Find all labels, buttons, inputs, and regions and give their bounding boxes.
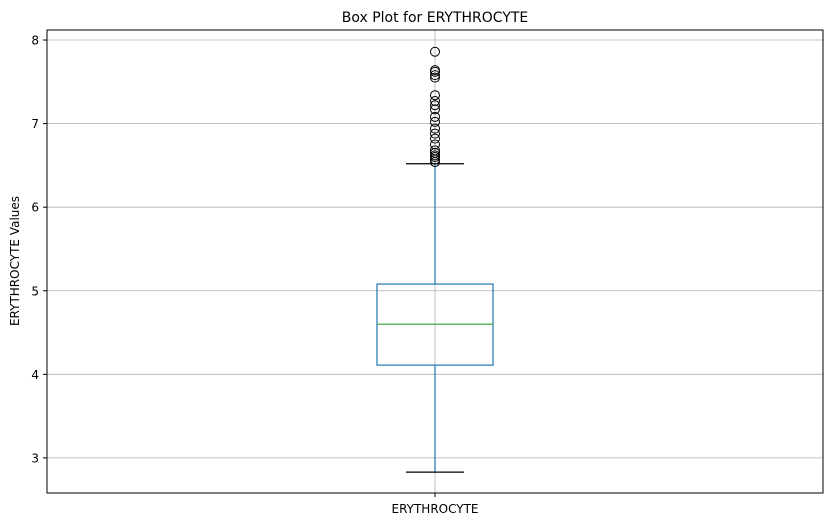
outlier-point (430, 139, 440, 150)
outlier-point (430, 145, 440, 156)
box-plot (376, 46, 494, 473)
y-tick-label: 8 (31, 34, 39, 48)
outlier-point (430, 72, 440, 83)
outlier-point (430, 104, 440, 115)
y-tick-label: 3 (31, 451, 39, 465)
outlier-point (430, 90, 440, 101)
outlier-point (430, 65, 440, 76)
outlier-point (430, 123, 440, 134)
outlier-point (430, 46, 440, 57)
outlier-point (430, 150, 440, 161)
outlier-point (430, 111, 440, 122)
chart-title: Box Plot for ERYTHROCYTE (342, 10, 529, 26)
y-tick-label: 5 (31, 284, 39, 298)
outlier-point (430, 70, 440, 81)
y-tick-label: 7 (31, 117, 39, 131)
axis-ticks: 3 4 5 6 7 8 ERYTHROCYTE (31, 34, 478, 516)
outlier-point (430, 96, 440, 107)
outlier-point (430, 128, 440, 139)
x-tick-label: ERYTHROCYTE (391, 502, 478, 516)
outlier-point (430, 100, 440, 111)
y-tick-label: 4 (31, 368, 39, 382)
grid-lines (47, 30, 823, 493)
outlier-point (430, 147, 440, 158)
outlier-point (430, 133, 440, 144)
y-tick-label: 6 (31, 201, 39, 215)
y-axis-label: ERYTHROCYTE Values (8, 196, 22, 326)
outlier-point (430, 116, 440, 127)
